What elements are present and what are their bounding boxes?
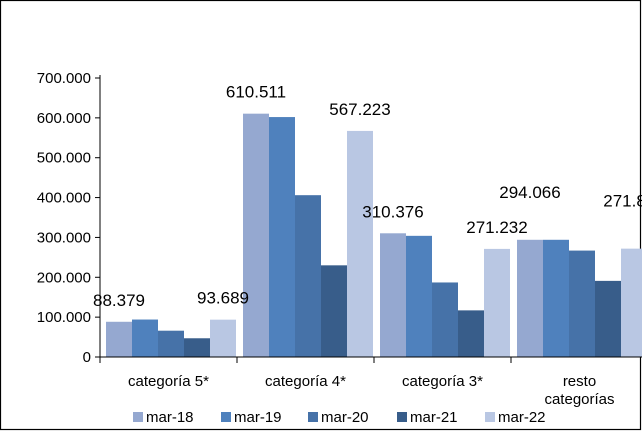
x-tick-label: categoría 3* bbox=[402, 373, 483, 390]
legend-swatch-mar-19 bbox=[221, 412, 231, 422]
category-labels: categoría 5* categoría 4* categoría 3* rest… bbox=[128, 373, 614, 408]
bar-mar-21-cat-3 bbox=[595, 280, 621, 357]
data-label: 88.379 bbox=[93, 291, 145, 310]
bar-mar-19-cat-3 bbox=[543, 239, 569, 357]
legend-swatch-mar-21 bbox=[397, 412, 407, 422]
legend-entry-label: mar-21 bbox=[410, 409, 458, 426]
legend: mar-18 mar-19 mar-20 mar-21 mar-22 bbox=[133, 409, 546, 426]
legend-entry-label: mar-22 bbox=[498, 409, 546, 426]
legend-swatch-mar-18 bbox=[133, 412, 143, 422]
y-tick-label: 200.000 bbox=[37, 269, 91, 286]
data-label: 271.232 bbox=[466, 218, 527, 237]
bar-mar-21-cat-1 bbox=[321, 265, 347, 357]
legend-swatch-mar-20 bbox=[308, 412, 318, 422]
bar-mar-18-cat-2 bbox=[380, 233, 406, 357]
legend-entry-label: mar-18 bbox=[146, 409, 194, 426]
legend-entry-label: mar-19 bbox=[234, 409, 282, 426]
bar-mar-18-cat-0 bbox=[106, 321, 132, 357]
bars bbox=[106, 113, 642, 357]
data-label: 567.223 bbox=[329, 100, 390, 119]
y-tick-label: 300.000 bbox=[37, 229, 91, 246]
bar-mar-20-cat-1 bbox=[295, 195, 321, 357]
x-tick-label: categoría 4* bbox=[265, 373, 346, 390]
legend-entry-label: mar-20 bbox=[321, 409, 369, 426]
bar-mar-18-cat-1 bbox=[243, 113, 269, 357]
bar-mar-21-cat-0 bbox=[184, 338, 210, 357]
bar-mar-22-cat-0 bbox=[210, 319, 236, 357]
legend-swatch-mar-22 bbox=[485, 412, 495, 422]
y-tick-label: 0 bbox=[83, 349, 91, 366]
x-tick-label: categoría 5* bbox=[128, 373, 209, 390]
data-label: 271.850 bbox=[603, 192, 642, 211]
bar-mar-22-cat-1 bbox=[347, 130, 373, 357]
bar-mar-19-cat-1 bbox=[269, 117, 295, 357]
y-tick-label: 500.000 bbox=[37, 150, 91, 167]
y-tick-label: 700.000 bbox=[37, 70, 91, 87]
bar-mar-20-cat-3 bbox=[569, 250, 595, 357]
bar-mar-18-cat-3 bbox=[517, 239, 543, 357]
bar-mar-21-cat-2 bbox=[458, 310, 484, 357]
bar-mar-20-cat-2 bbox=[432, 282, 458, 357]
data-label: 93.689 bbox=[197, 289, 249, 308]
data-label: 294.066 bbox=[499, 183, 560, 202]
bar-mar-19-cat-2 bbox=[406, 235, 432, 357]
bar-mar-19-cat-0 bbox=[132, 319, 158, 357]
data-label: 610.511 bbox=[226, 83, 286, 102]
y-axis-ticks: 0 100.000 200.000 300.000 400.000 500.000 600.… bbox=[37, 70, 100, 366]
x-tick-label: categorías bbox=[544, 391, 614, 408]
bar-mar-20-cat-0 bbox=[158, 330, 184, 357]
data-labels: 88.379 93.689 610.511 567.223 310.376 271.232… bbox=[93, 83, 642, 310]
y-tick-label: 100.000 bbox=[37, 309, 91, 326]
data-label: 310.376 bbox=[362, 202, 423, 221]
y-tick-label: 600.000 bbox=[37, 110, 91, 127]
bar-mar-22-cat-3 bbox=[621, 248, 642, 357]
axes bbox=[99, 75, 642, 363]
bar-mar-22-cat-2 bbox=[484, 248, 510, 357]
x-tick-label: resto bbox=[563, 373, 596, 390]
y-tick-label: 400.000 bbox=[37, 190, 91, 207]
